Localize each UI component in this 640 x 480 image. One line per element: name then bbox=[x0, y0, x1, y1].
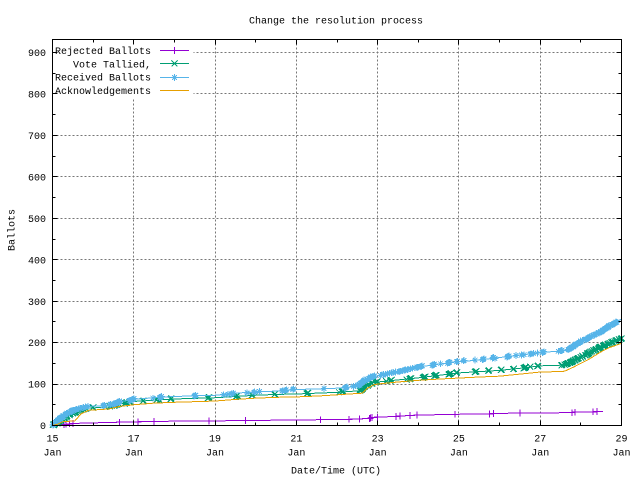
svg-text:Jan: Jan bbox=[450, 448, 468, 459]
svg-text:Acknowledgements: Acknowledgements bbox=[55, 86, 151, 98]
svg-text:200: 200 bbox=[28, 339, 46, 350]
svg-text:Jan: Jan bbox=[43, 448, 61, 459]
svg-text:Jan: Jan bbox=[531, 448, 549, 459]
svg-text:600: 600 bbox=[28, 173, 46, 184]
svg-text:19: 19 bbox=[209, 435, 221, 446]
svg-text:Ballots: Ballots bbox=[7, 209, 19, 251]
svg-text:Vote Tallied,: Vote Tallied, bbox=[73, 59, 151, 71]
svg-text:Jan: Jan bbox=[369, 448, 387, 459]
svg-text:23: 23 bbox=[372, 435, 384, 446]
svg-text:Rejected Ballots: Rejected Ballots bbox=[55, 46, 151, 58]
svg-text:Jan: Jan bbox=[125, 448, 143, 459]
svg-text:Date/Time (UTC): Date/Time (UTC) bbox=[291, 466, 381, 478]
svg-text:Jan: Jan bbox=[612, 448, 630, 459]
svg-text:27: 27 bbox=[534, 435, 546, 446]
svg-text:29: 29 bbox=[615, 435, 627, 446]
svg-text:100: 100 bbox=[28, 381, 46, 392]
svg-text:0: 0 bbox=[40, 422, 46, 433]
svg-text:25: 25 bbox=[453, 435, 465, 446]
svg-text:15: 15 bbox=[46, 435, 58, 446]
svg-text:Received Ballots: Received Ballots bbox=[55, 73, 151, 85]
svg-text:Jan: Jan bbox=[206, 448, 224, 459]
svg-text:17: 17 bbox=[128, 435, 140, 446]
svg-text:900: 900 bbox=[28, 49, 46, 60]
svg-text:Jan: Jan bbox=[287, 448, 305, 459]
svg-text:300: 300 bbox=[28, 298, 46, 309]
svg-text:Change the resolution process: Change the resolution process bbox=[249, 16, 423, 28]
svg-text:400: 400 bbox=[28, 256, 46, 267]
svg-text:800: 800 bbox=[28, 91, 46, 102]
svg-text:700: 700 bbox=[28, 132, 46, 143]
svg-text:21: 21 bbox=[290, 435, 302, 446]
svg-text:500: 500 bbox=[28, 215, 46, 226]
